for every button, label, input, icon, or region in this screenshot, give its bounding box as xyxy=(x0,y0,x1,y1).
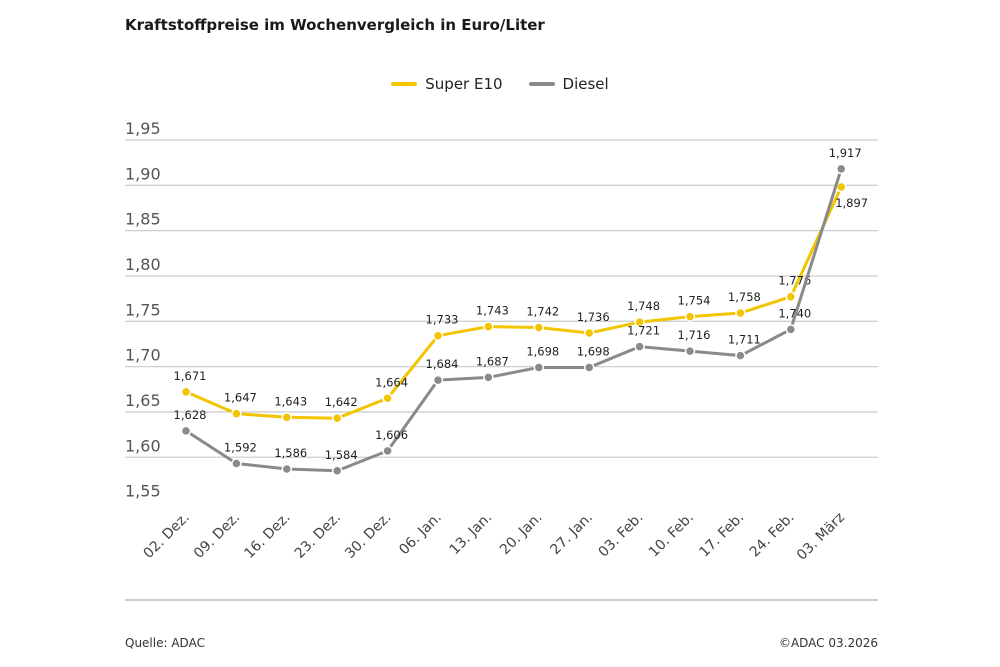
data-point xyxy=(231,408,242,419)
data-point xyxy=(432,374,444,386)
data-point xyxy=(382,393,393,404)
data-label: 1,643 xyxy=(274,394,307,408)
data-label: 1,716 xyxy=(678,328,711,342)
y-tick-label: 1,70 xyxy=(125,346,161,365)
data-label: 1,628 xyxy=(174,408,207,422)
x-tick-label: 03. März xyxy=(794,510,848,564)
x-tick-label: 06. Jan. xyxy=(396,510,445,559)
data-point xyxy=(483,321,494,332)
data-label: 1,743 xyxy=(476,304,509,318)
data-point xyxy=(583,327,595,339)
series-line-diesel xyxy=(185,168,843,473)
x-tick-label: 02. Dez. xyxy=(141,510,193,562)
data-point xyxy=(180,425,192,437)
x-tick-label: 03. Feb. xyxy=(596,510,647,561)
data-label: 1,736 xyxy=(577,310,610,324)
legend: Super E10 Diesel xyxy=(0,75,1000,93)
data-label: 1,642 xyxy=(325,395,358,409)
x-tick-label: 13. Jan. xyxy=(447,510,496,559)
data-label: 1,698 xyxy=(577,344,610,358)
data-label: 1,698 xyxy=(526,344,559,358)
data-label: 1,740 xyxy=(778,306,811,320)
y-tick-label: 1,55 xyxy=(125,482,161,501)
data-label: 1,606 xyxy=(375,428,408,442)
data-point xyxy=(684,345,696,357)
source-note: Quelle: ADAC xyxy=(125,636,205,650)
x-tick-label: 27. Jan. xyxy=(547,510,596,559)
data-label: 1,754 xyxy=(678,294,711,308)
data-label: 1,584 xyxy=(325,448,358,462)
data-point xyxy=(331,465,343,477)
x-tick-label: 20. Jan. xyxy=(497,510,546,559)
x-tick-label: 30. Dez. xyxy=(342,510,394,562)
x-tick-label: 24. Feb. xyxy=(747,510,798,561)
data-label: 1,647 xyxy=(224,391,257,405)
legend-label: Diesel xyxy=(562,75,609,93)
data-label: 1,671 xyxy=(174,369,207,383)
y-tick-label: 1,95 xyxy=(125,119,161,138)
legend-swatch-super-e10 xyxy=(391,82,418,86)
x-tick-label: 09. Dez. xyxy=(191,510,243,562)
chart-title: Kraftstoffpreise im Wochenvergleich in E… xyxy=(125,16,545,34)
data-label: 1,776 xyxy=(778,274,811,288)
data-point xyxy=(735,350,746,361)
data-point xyxy=(180,386,192,398)
y-tick-label: 1,75 xyxy=(125,300,161,319)
data-label: 1,758 xyxy=(728,290,761,304)
legend-label: Super E10 xyxy=(425,75,503,93)
x-tick-label: 23. Dez. xyxy=(292,510,344,562)
x-tick-label: 17. Feb. xyxy=(696,510,747,561)
y-tick-label: 1,65 xyxy=(125,391,161,410)
data-label: 1,586 xyxy=(274,446,307,460)
data-point xyxy=(583,362,595,373)
data-label: 1,711 xyxy=(728,333,761,347)
data-point xyxy=(281,463,293,475)
y-tick-label: 1,80 xyxy=(125,255,161,274)
data-point xyxy=(634,341,645,352)
data-point xyxy=(231,458,242,469)
data-point xyxy=(634,316,645,328)
data-label: 1,664 xyxy=(375,375,408,389)
data-label: 1,684 xyxy=(426,357,459,371)
y-tick-label: 1,90 xyxy=(125,164,161,183)
data-point xyxy=(281,412,293,423)
data-point xyxy=(331,412,343,424)
legend-swatch-diesel xyxy=(528,82,555,86)
copyright-note: ©ADAC 03.2026 xyxy=(778,636,878,650)
data-point xyxy=(533,322,545,333)
y-tick-label: 1,60 xyxy=(125,436,161,455)
data-label: 1,742 xyxy=(526,305,559,319)
y-tick-label: 1,85 xyxy=(125,210,161,229)
data-label: 1,897 xyxy=(835,196,868,210)
series-line-super-e10 xyxy=(185,186,843,420)
data-point xyxy=(835,163,847,175)
data-label: 1,733 xyxy=(426,313,459,327)
data-point xyxy=(785,291,797,302)
data-point xyxy=(533,362,545,373)
x-tick-label: 16. Dez. xyxy=(241,510,293,562)
data-label: 1,748 xyxy=(627,299,660,313)
legend-item-super-e10: Super E10 xyxy=(391,75,503,93)
data-point xyxy=(684,311,696,322)
data-label: 1,687 xyxy=(476,354,509,368)
data-point xyxy=(785,324,797,335)
x-tick-label: 10. Feb. xyxy=(646,510,697,561)
data-label: 1,592 xyxy=(224,441,257,455)
data-point xyxy=(735,307,746,319)
data-point xyxy=(483,372,494,383)
data-label: 1,917 xyxy=(829,146,862,160)
data-label: 1,721 xyxy=(627,324,660,338)
data-point xyxy=(382,445,393,457)
legend-item-diesel: Diesel xyxy=(528,75,609,93)
data-point xyxy=(432,330,444,341)
